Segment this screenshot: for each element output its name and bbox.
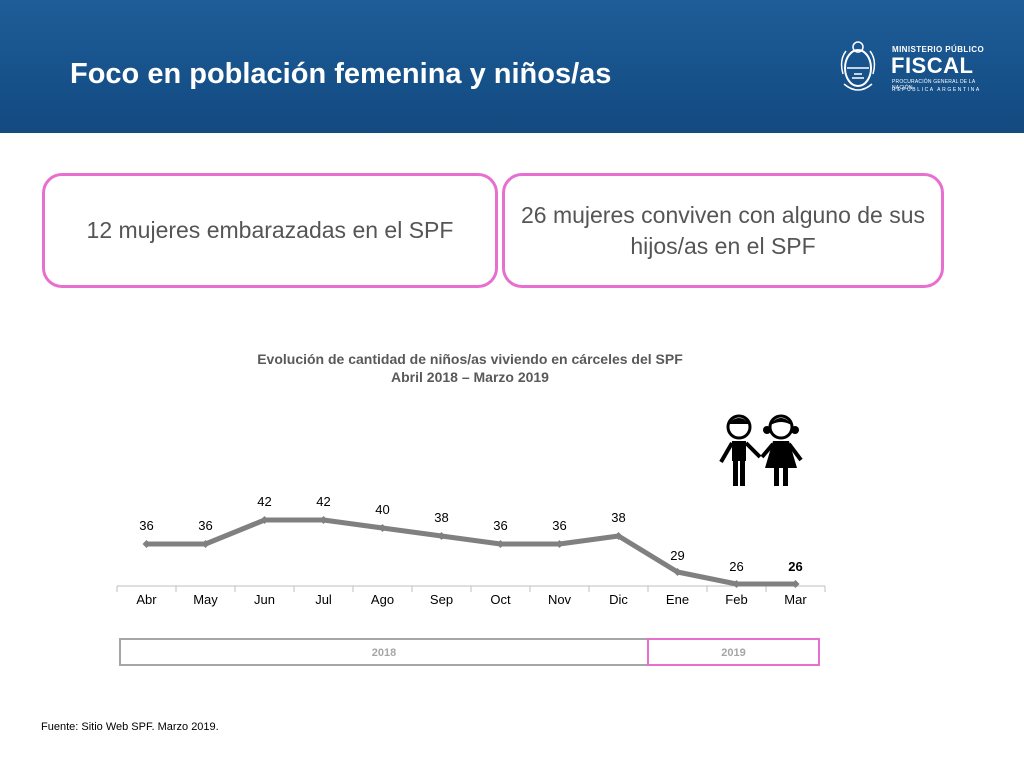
data-label: 40 bbox=[375, 502, 389, 517]
x-tick-label-dic: Dic bbox=[609, 592, 628, 607]
data-label: 38 bbox=[434, 510, 448, 525]
chart-subtitle: Abril 2018 – Marzo 2019 bbox=[391, 369, 549, 385]
children-icon bbox=[719, 414, 803, 486]
x-tick-label-ago: Ago bbox=[371, 592, 394, 607]
data-point bbox=[260, 516, 269, 524]
callout-1-text: 12 mujeres embarazadas en el SPF bbox=[86, 217, 454, 243]
source-note: Fuente: Sitio Web SPF. Marzo 2019. bbox=[41, 721, 219, 733]
data-label: 26 bbox=[729, 559, 743, 574]
series-line bbox=[144, 517, 798, 587]
x-tick-label-may: May bbox=[193, 592, 218, 607]
data-point bbox=[732, 580, 741, 588]
data-label: 42 bbox=[316, 494, 330, 509]
data-label: 36 bbox=[198, 518, 212, 533]
logo-line2: FISCAL bbox=[891, 53, 974, 78]
logo-line1: MINISTERIO PÚBLICO bbox=[892, 45, 985, 54]
data-point bbox=[201, 540, 210, 548]
data-point bbox=[791, 580, 800, 588]
logo-line3: PROCURACIÓN GENERAL DE LA NACIÓN bbox=[892, 79, 976, 91]
x-tick-label-nov: Nov bbox=[548, 592, 572, 607]
data-point bbox=[142, 540, 151, 548]
x-tick-label-sep: Sep bbox=[430, 592, 453, 607]
ministerio-logo: MINISTERIO PÚBLICO FISCAL PROCURACIÓN GE… bbox=[840, 34, 990, 98]
x-tick-label-jun: Jun bbox=[254, 592, 275, 607]
x-tick-label-ene: Ene bbox=[666, 592, 689, 607]
x-tick-label-jul: Jul bbox=[315, 592, 332, 607]
data-point bbox=[437, 532, 446, 540]
year-band-label-2018: 2018 bbox=[372, 647, 396, 659]
x-tick-label-mar: Mar bbox=[784, 592, 807, 607]
callout-pregnant-women: 12 mujeres embarazadas en el SPF bbox=[42, 173, 498, 288]
data-label: 26 bbox=[788, 559, 802, 574]
data-point bbox=[319, 516, 328, 524]
data-label: 36 bbox=[552, 518, 566, 533]
callout-women-with-children: 26 mujeres conviven con alguno de sus hi… bbox=[502, 173, 944, 288]
data-point bbox=[496, 540, 505, 548]
data-label: 42 bbox=[257, 494, 271, 509]
data-point bbox=[555, 540, 564, 548]
year-band-2018 bbox=[119, 638, 649, 666]
coat-of-arms-icon bbox=[840, 41, 876, 91]
x-tick-label-feb: Feb bbox=[725, 592, 747, 607]
logo-line4: REPÚBLICA ARGENTINA bbox=[892, 87, 981, 93]
page-title: Foco en población femenina y niños/as bbox=[70, 58, 612, 90]
data-label: 36 bbox=[493, 518, 507, 533]
data-point bbox=[378, 524, 387, 532]
data-label: 29 bbox=[670, 548, 684, 563]
header-bar: Foco en población femenina y niños/as MI… bbox=[0, 0, 1024, 133]
chart-title-block: Evolución de cantidad de niños/as vivien… bbox=[120, 350, 820, 386]
data-point bbox=[673, 568, 682, 576]
data-point bbox=[614, 532, 623, 540]
callout-2-text: 26 mujeres conviven con alguno de sus hi… bbox=[520, 201, 926, 259]
year-band-label-2019: 2019 bbox=[721, 647, 745, 659]
data-label: 38 bbox=[611, 510, 625, 525]
x-tick-label-abr: Abr bbox=[136, 592, 157, 607]
chart-title: Evolución de cantidad de niños/as vivien… bbox=[257, 351, 683, 367]
year-band-2019 bbox=[647, 638, 820, 666]
data-label: 36 bbox=[139, 518, 153, 533]
x-tick-label-oct: Oct bbox=[490, 592, 511, 607]
